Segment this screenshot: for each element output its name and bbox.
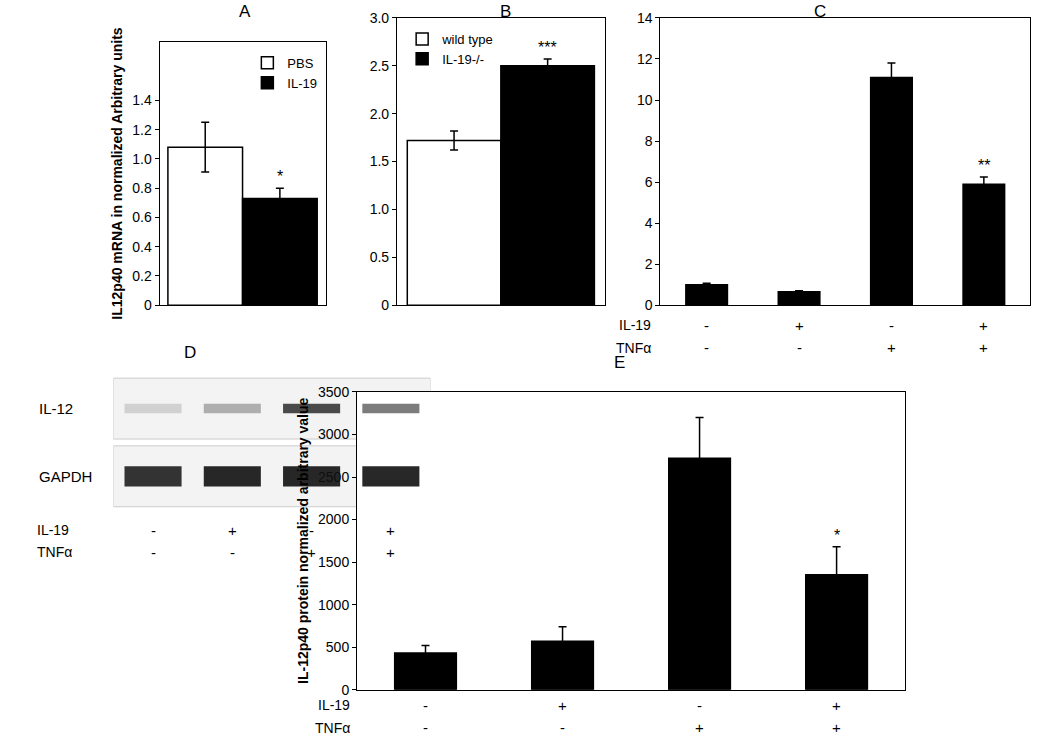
svg-text:10: 10 bbox=[637, 92, 653, 108]
svg-text:0.4: 0.4 bbox=[132, 239, 152, 255]
svg-text:8: 8 bbox=[645, 133, 653, 149]
svg-text:-: - bbox=[151, 522, 156, 539]
svg-text:1.0: 1.0 bbox=[370, 201, 390, 217]
svg-text:IL-19: IL-19 bbox=[287, 76, 317, 91]
svg-text:TNFα: TNFα bbox=[315, 720, 350, 736]
svg-text:-: - bbox=[797, 339, 802, 356]
svg-text:+: + bbox=[795, 317, 804, 334]
svg-text:+: + bbox=[228, 522, 237, 539]
svg-text:*: * bbox=[277, 168, 283, 185]
svg-text:2500: 2500 bbox=[318, 469, 349, 485]
svg-text:IL-19-/-: IL-19-/- bbox=[442, 52, 484, 67]
svg-text:1.0: 1.0 bbox=[132, 151, 152, 167]
svg-text:E: E bbox=[614, 353, 625, 372]
svg-text:4: 4 bbox=[645, 215, 653, 231]
svg-text:-: - bbox=[423, 719, 428, 736]
svg-text:+: + bbox=[979, 317, 988, 334]
svg-text:-: - bbox=[423, 697, 428, 714]
svg-text:2.5: 2.5 bbox=[370, 58, 390, 74]
svg-text:**: ** bbox=[978, 157, 990, 174]
svg-text:1.4: 1.4 bbox=[132, 92, 152, 108]
svg-text:D: D bbox=[184, 343, 196, 362]
svg-text:IL-19: IL-19 bbox=[318, 697, 350, 713]
svg-text:+: + bbox=[887, 339, 896, 356]
svg-text:TNFα: TNFα bbox=[37, 544, 72, 560]
svg-text:-: - bbox=[704, 339, 709, 356]
svg-text:0: 0 bbox=[381, 297, 389, 313]
svg-text:IL-19: IL-19 bbox=[619, 317, 651, 333]
svg-text:C: C bbox=[814, 2, 826, 21]
svg-text:IL-12p40 protein normalized ar: IL-12p40 protein normalized arbitrary va… bbox=[295, 397, 311, 684]
svg-text:1.2: 1.2 bbox=[132, 122, 152, 138]
svg-text:GAPDH: GAPDH bbox=[39, 468, 92, 485]
svg-text:0.6: 0.6 bbox=[132, 209, 152, 225]
svg-text:*: * bbox=[834, 527, 840, 544]
svg-text:0: 0 bbox=[341, 682, 349, 698]
svg-text:1000: 1000 bbox=[318, 597, 349, 613]
svg-text:IL-12: IL-12 bbox=[39, 400, 73, 417]
svg-text:-: - bbox=[889, 317, 894, 334]
svg-text:***: *** bbox=[538, 39, 557, 56]
svg-text:+: + bbox=[307, 544, 316, 561]
svg-text:0.2: 0.2 bbox=[132, 268, 152, 284]
svg-text:500: 500 bbox=[326, 639, 350, 655]
svg-text:6: 6 bbox=[645, 174, 653, 190]
svg-text:+: + bbox=[832, 719, 841, 736]
svg-text:0: 0 bbox=[144, 297, 152, 313]
svg-text:1500: 1500 bbox=[318, 554, 349, 570]
svg-text:B: B bbox=[500, 2, 511, 21]
svg-text:+: + bbox=[832, 697, 841, 714]
svg-text:+: + bbox=[386, 522, 395, 539]
svg-text:-: - bbox=[704, 317, 709, 334]
svg-text:wild type: wild type bbox=[441, 32, 493, 47]
svg-text:3500: 3500 bbox=[318, 384, 349, 400]
svg-text:-: - bbox=[230, 544, 235, 561]
svg-text:-: - bbox=[697, 697, 702, 714]
svg-text:0: 0 bbox=[645, 297, 653, 313]
svg-text:A: A bbox=[239, 2, 251, 21]
svg-text:PBS: PBS bbox=[287, 56, 313, 71]
svg-text:+: + bbox=[386, 544, 395, 561]
svg-text:-: - bbox=[309, 522, 314, 539]
svg-text:-: - bbox=[560, 719, 565, 736]
svg-text:0.8: 0.8 bbox=[132, 180, 152, 196]
svg-text:IL12p40 mRNA in normalized Arb: IL12p40 mRNA in normalized Arbitrary uni… bbox=[109, 27, 125, 319]
svg-text:-: - bbox=[151, 544, 156, 561]
svg-text:TNFα: TNFα bbox=[616, 340, 651, 356]
svg-text:3000: 3000 bbox=[318, 426, 349, 442]
svg-text:3.0: 3.0 bbox=[370, 10, 390, 26]
svg-text:2: 2 bbox=[645, 256, 653, 272]
svg-text:0.5: 0.5 bbox=[370, 249, 390, 265]
svg-text:12: 12 bbox=[637, 51, 653, 67]
svg-text:1.5: 1.5 bbox=[370, 153, 390, 169]
svg-text:+: + bbox=[695, 719, 704, 736]
svg-text:14: 14 bbox=[637, 10, 653, 26]
svg-text:IL-19: IL-19 bbox=[37, 522, 69, 538]
svg-text:+: + bbox=[558, 697, 567, 714]
svg-text:+: + bbox=[979, 339, 988, 356]
svg-text:2000: 2000 bbox=[318, 511, 349, 527]
svg-text:2.0: 2.0 bbox=[370, 106, 390, 122]
